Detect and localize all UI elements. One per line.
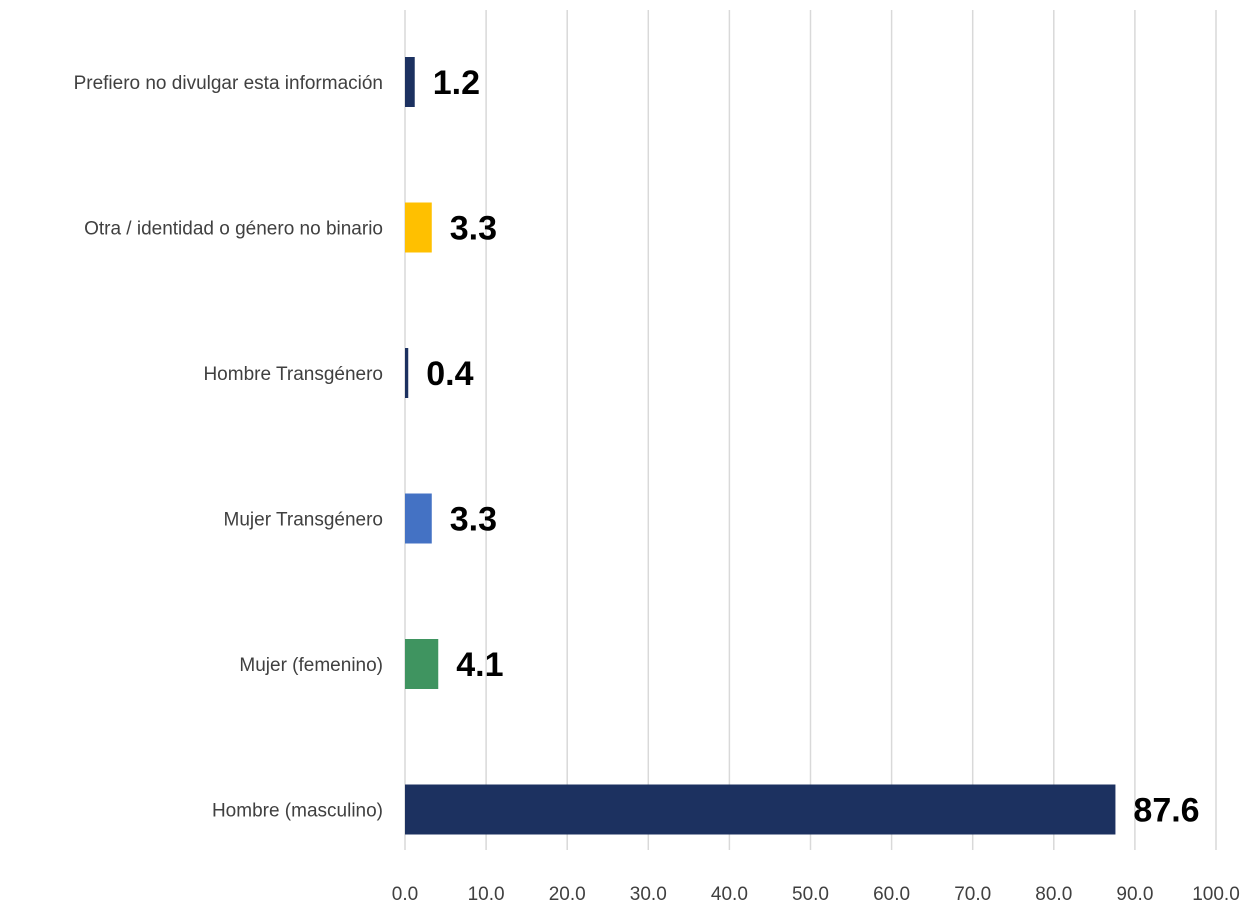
bar-5 (405, 784, 1116, 835)
bar-2 (405, 348, 409, 398)
category-label-1: Otra / identidad o género no binario (84, 219, 383, 240)
data-label-0: 1.2 (433, 64, 480, 102)
x-tick-label-0: 0.0 (392, 884, 418, 905)
x-tick-label-3: 30.0 (630, 884, 667, 905)
data-label-2: 0.4 (426, 355, 473, 393)
bar-0 (405, 57, 415, 107)
x-tick-label-6: 60.0 (873, 884, 910, 905)
bar-3 (405, 493, 432, 544)
x-tick-label-10: 100.0 (1192, 884, 1240, 905)
category-label-5: Hombre (masculino) (212, 801, 383, 822)
data-label-1: 3.3 (450, 210, 497, 248)
bar-1 (405, 202, 432, 253)
category-label-4: Mujer (femenino) (239, 655, 383, 676)
x-axis-tick-labels: 0.0 10.0 20.0 30.0 40.0 50.0 60.0 70.0 80.0 90.0 1… (392, 884, 1240, 905)
x-tick-label-2: 20.0 (549, 884, 586, 905)
x-tick-label-8: 80.0 (1035, 884, 1072, 905)
gridlines (404, 10, 1217, 850)
category-labels: Prefiero no divulgar esta información Otr… (74, 73, 383, 822)
x-tick-label-9: 90.0 (1116, 884, 1153, 905)
x-tick-label-1: 10.0 (468, 884, 505, 905)
category-label-3: Mujer Transgénero (224, 510, 383, 531)
x-tick-label-5: 50.0 (792, 884, 829, 905)
bars (405, 57, 1116, 835)
data-label-4: 4.1 (456, 646, 503, 684)
data-labels: 1.2 3.3 0.4 3.3 4.1 87.6 (426, 64, 1199, 830)
bar-4 (405, 639, 439, 689)
x-tick-label-7: 70.0 (954, 884, 991, 905)
x-tick-label-4: 40.0 (711, 884, 748, 905)
data-label-3: 3.3 (450, 501, 497, 539)
data-label-5: 87.6 (1133, 792, 1199, 830)
category-label-0: Prefiero no divulgar esta información (74, 73, 383, 94)
category-label-2: Hombre Transgénero (203, 364, 383, 385)
